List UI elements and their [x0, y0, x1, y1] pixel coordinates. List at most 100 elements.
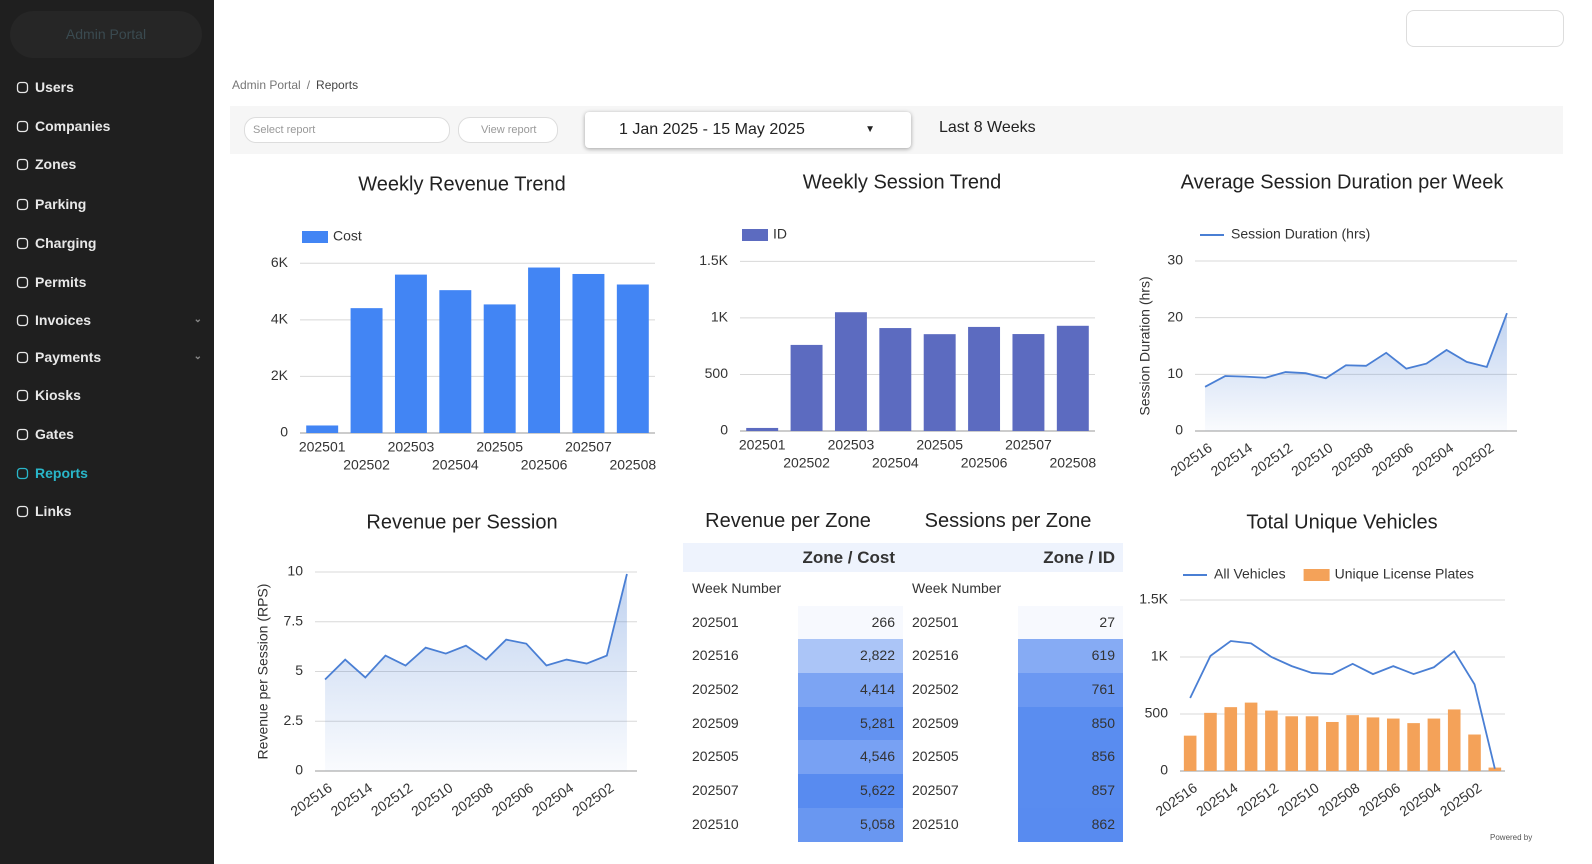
nav-label: Parking: [35, 196, 87, 212]
crumb[interactable]: Admin Portal: [232, 78, 301, 92]
nav-item[interactable]: Companies: [16, 116, 202, 136]
value-cell: 856: [1018, 740, 1123, 775]
x-tick-label: 202514: [328, 779, 376, 819]
y-tick-label: 500: [1145, 705, 1169, 721]
nav-icon: [16, 351, 29, 364]
y-tick-label: 7.5: [284, 612, 304, 628]
nav-item[interactable]: Charging: [16, 233, 202, 253]
line: [1189, 640, 1496, 769]
y-tick-label: 0: [295, 762, 303, 778]
week-cell: 202507: [912, 782, 959, 799]
x-tick-label: 202512: [1234, 779, 1282, 819]
date-range[interactable]: 1 Jan 2025 - 15 May 2025 ▼: [585, 112, 911, 148]
nav-label: Zones: [35, 156, 77, 172]
top-search[interactable]: [1406, 10, 1564, 47]
y-tick-label: 0: [280, 424, 288, 440]
area: [325, 573, 627, 771]
nav-item[interactable]: Invoices ⌄: [16, 310, 202, 330]
table: Revenue per Zone Zone / Cost Week Number 20…: [683, 510, 903, 842]
week-cell: 202505: [692, 748, 739, 765]
week-cell: 202502: [912, 681, 959, 698]
x-tick-label: 202504: [1409, 439, 1457, 479]
view-button[interactable]: View report: [458, 117, 558, 143]
bar: [1056, 325, 1089, 431]
nav-item[interactable]: Reports: [16, 463, 202, 483]
dropdown-caret: ▼: [865, 124, 875, 135]
x-tick-label: 202508: [1328, 439, 1376, 479]
y-tick-label: 1.5K: [699, 252, 728, 268]
legend-label: Cost: [333, 228, 362, 244]
table-header: Zone / ID: [903, 543, 1123, 572]
legend-label: All Vehicles: [1214, 566, 1286, 582]
period: Last 8 Weeks: [939, 119, 1036, 136]
bar: [1183, 735, 1197, 771]
nav-icon: [16, 505, 29, 518]
x-tick-label: 202506: [961, 455, 1008, 471]
table-row: 202501 27: [903, 605, 1123, 640]
chevron: ⌄: [193, 314, 202, 325]
x-tick-label: 202510: [408, 779, 456, 819]
x-tick-label: 202507: [1005, 437, 1052, 453]
bar: [1265, 710, 1278, 771]
nav-item[interactable]: Zones: [16, 154, 202, 174]
report-select[interactable]: Select report: [244, 117, 450, 143]
y-tick-label: 0: [720, 422, 728, 438]
x-tick-label: 202508: [1049, 455, 1096, 471]
x-tick-label: 202503: [388, 439, 435, 455]
nav-item[interactable]: Payments ⌄: [16, 347, 202, 367]
y-tick-label: 1K: [1151, 648, 1169, 664]
nav-icon: [16, 81, 29, 94]
sidebar: Admin Portal Users Companies Zones Parking C…: [0, 0, 214, 864]
nav-item[interactable]: Gates: [16, 424, 202, 444]
x-tick-label: 202506: [1356, 779, 1404, 819]
y-tick-label: 5: [295, 662, 303, 678]
breadcrumb: Admin Portal / Reports: [232, 78, 364, 92]
bar: [834, 312, 867, 431]
nav-label: Invoices: [35, 312, 92, 328]
table-row: 202516 619: [903, 639, 1123, 674]
x-tick-label: 202516: [1153, 779, 1201, 819]
crumb-separator: /: [306, 78, 311, 92]
nav-item[interactable]: Kiosks: [16, 385, 202, 405]
y-tick-label: 500: [705, 365, 729, 381]
x-tick-label: 202504: [1396, 779, 1444, 819]
nav-item[interactable]: Users: [16, 77, 202, 97]
table-header: Zone / Cost: [683, 543, 903, 572]
x-tick-label: 202501: [299, 439, 346, 455]
chart-title: Total Unique Vehicles: [1246, 511, 1437, 533]
x-tick-label: 202516: [287, 779, 335, 819]
table-row: 202505 856: [903, 740, 1123, 775]
bar: [1204, 712, 1217, 771]
nav-item[interactable]: Parking: [16, 194, 202, 214]
bar: [879, 328, 912, 431]
table-row: 202502 4,414: [683, 673, 903, 707]
y-tick-label: 10: [287, 563, 303, 579]
legend-swatch: [302, 231, 328, 243]
nav-item[interactable]: Links: [16, 501, 202, 521]
toolbar: Select report View report 1 Jan 2025 - 1…: [230, 106, 1563, 154]
brand[interactable]: Admin Portal: [10, 11, 202, 58]
x-tick-label: 202502: [1437, 779, 1485, 819]
x-tick-label: 202505: [916, 437, 963, 453]
value-cell: 862: [1018, 807, 1123, 842]
chart-title: Weekly Session Trend: [803, 171, 1002, 193]
y-tick-label: 1K: [711, 309, 729, 325]
crumb[interactable]: Reports: [316, 78, 359, 92]
table-row: Week Number: [903, 572, 1123, 606]
bar: [1386, 718, 1400, 771]
nav-item[interactable]: Permits: [16, 272, 202, 292]
x-tick-label: 202502: [569, 779, 617, 819]
x-tick-label: 202506: [489, 779, 537, 819]
value-cell: 27: [1018, 605, 1123, 640]
table-row: 202507 857: [903, 774, 1123, 808]
table-row: 202516 2,822: [683, 639, 903, 674]
y-tick-label: 30: [1167, 252, 1183, 268]
x-tick-label: 202502: [1449, 439, 1497, 479]
bar: [1468, 734, 1481, 771]
legend-swatch: [1303, 569, 1330, 581]
nav-icon: [16, 389, 29, 402]
value-cell: 4,414: [798, 673, 903, 707]
table: Sessions per Zone Zone / ID Week Number 202…: [903, 510, 1123, 842]
week-cell: 202501: [912, 613, 959, 630]
